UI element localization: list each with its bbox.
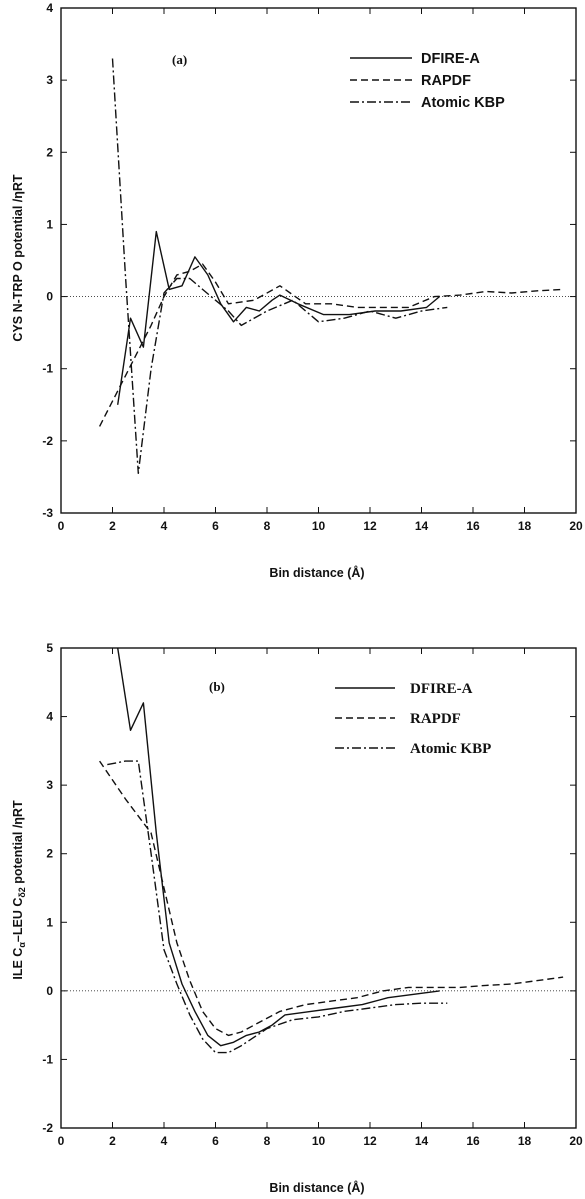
x-tick-labels-a: 0 2 4 6 8 10 12 14 16 18 20 (58, 8, 583, 533)
series-lines-b (99, 648, 564, 1054)
legend-a: DFIRE-A RAPDF Atomic KBP (350, 51, 505, 111)
y-tick-label: -1 (42, 362, 53, 376)
panel-label-a: (a) (172, 52, 187, 67)
y-tick-label: 1 (46, 915, 53, 929)
y-tick-label: -1 (42, 1052, 53, 1066)
x-tick-label: 12 (363, 519, 377, 533)
y-tick-label: 5 (46, 641, 53, 655)
x-tick-label: 2 (109, 519, 116, 533)
y-tick-label: 2 (46, 847, 53, 861)
y-label-b-part3: potential /ηRT (11, 800, 25, 887)
legend-entry-label: RAPDF (421, 73, 471, 89)
legend-entry-label: Atomic KBP (421, 95, 505, 111)
series-line-dfire-a (117, 230, 440, 405)
x-tick-label: 20 (569, 1134, 583, 1148)
legend-b: DFIRE-A RAPDF Atomic KBP (335, 681, 491, 757)
y-label-b-sub-delta: δ2 (17, 887, 27, 897)
y-tick-label: 0 (46, 290, 53, 304)
x-tick-label: 6 (212, 519, 219, 533)
panel-label-b: (b) (209, 679, 225, 694)
series-line-dfire-a (117, 648, 440, 1047)
y-axis-label-a: CYS N-TRP O potential /ηRT (11, 174, 25, 341)
y-tick-label: -2 (42, 434, 53, 448)
x-axis-label-a: Bin distance (Å) (269, 565, 364, 580)
x-tick-labels-b: 0 2 4 6 8 10 12 14 16 18 20 (58, 648, 583, 1148)
x-tick-label: 6 (212, 1134, 219, 1148)
y-tick-label: 2 (46, 145, 53, 159)
x-tick-label: 12 (363, 1134, 377, 1148)
series-line-rapdf (99, 760, 564, 1037)
x-tick-label: 8 (264, 1134, 271, 1148)
x-tick-label: 16 (466, 1134, 480, 1148)
series-line-atomic-kbp (111, 58, 448, 474)
x-axis-label-b: Bin distance (Å) (269, 1180, 364, 1195)
y-tick-label: 3 (46, 73, 53, 87)
x-tick-label: 10 (312, 519, 326, 533)
x-tick-label: 4 (161, 1134, 168, 1148)
x-tick-label: 20 (569, 519, 583, 533)
y-tick-label: 1 (46, 217, 53, 231)
series-lines-a (98, 58, 564, 474)
x-tick-label: 16 (466, 519, 480, 533)
x-tick-label: 8 (264, 519, 271, 533)
x-tick-label: 4 (161, 519, 168, 533)
legend-entry-label: RAPDF (410, 711, 461, 727)
y-tick-label: -3 (42, 506, 53, 520)
y-tick-label: -2 (42, 1121, 53, 1135)
legend-entry-label: DFIRE-A (410, 681, 473, 697)
x-tick-label: 0 (58, 519, 65, 533)
y-label-b-sub-alpha: α (17, 942, 27, 948)
y-tick-label: 3 (46, 778, 53, 792)
y-tick-labels-a: -3 -2 -1 0 1 2 3 4 (42, 1, 576, 520)
legend-entry-label: Atomic KBP (410, 741, 491, 757)
x-tick-label: 14 (415, 519, 429, 533)
legend-entry-label: DFIRE-A (421, 51, 480, 67)
y-label-b-part2: –LEU C (11, 898, 25, 942)
y-axis-label-b: ILE Cα–LEU Cδ2 potential /ηRT (11, 800, 27, 980)
plot-frame-a (60, 7, 577, 514)
series-line-rapdf (98, 263, 564, 427)
y-label-b-part1: ILE C (11, 948, 25, 980)
plot-frame-b (60, 647, 577, 1129)
x-tick-label: 18 (518, 519, 532, 533)
x-tick-label: 10 (312, 1134, 326, 1148)
x-tick-label: 2 (109, 1134, 116, 1148)
y-tick-label: 4 (46, 1, 53, 15)
x-tick-label: 0 (58, 1134, 65, 1148)
x-tick-label: 18 (518, 1134, 532, 1148)
y-tick-label: 0 (46, 984, 53, 998)
y-tick-labels-b: -2 -1 0 1 2 3 4 5 (42, 641, 576, 1135)
y-tick-label: 4 (46, 710, 53, 724)
series-line-atomic-kbp (107, 760, 448, 1054)
x-tick-label: 14 (415, 1134, 429, 1148)
